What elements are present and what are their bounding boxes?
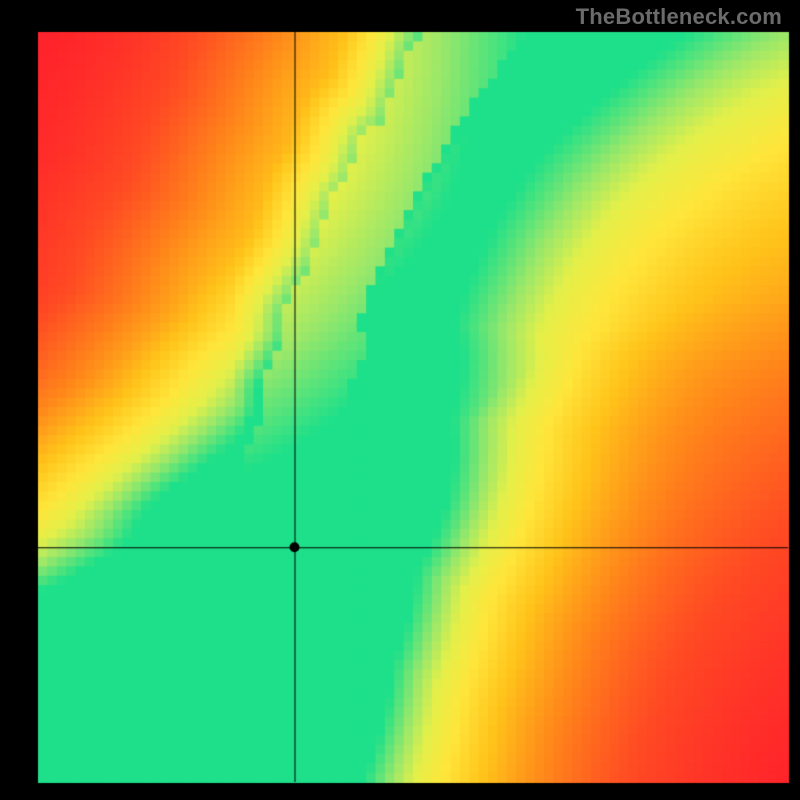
bottleneck-heatmap: [0, 0, 800, 800]
watermark-text: TheBottleneck.com: [576, 4, 782, 30]
